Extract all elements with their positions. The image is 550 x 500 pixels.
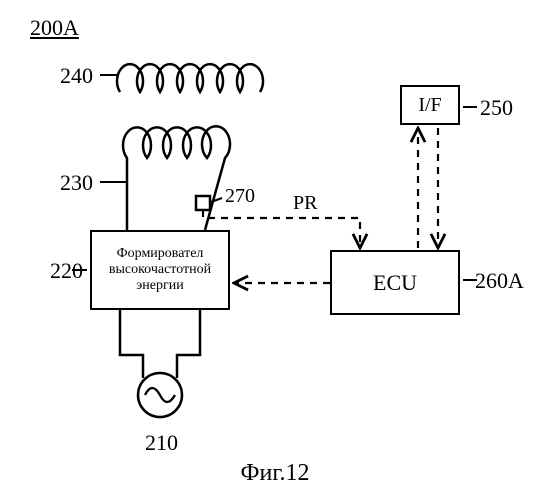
coil-secondary xyxy=(117,64,263,92)
ref-260A: 260A xyxy=(475,268,524,294)
sensor-square xyxy=(196,196,210,210)
ac-source-wires xyxy=(120,310,200,378)
ref-230: 230 xyxy=(60,170,93,196)
block-ecu: ECU xyxy=(330,250,460,315)
signal-pr-label: PR xyxy=(293,192,317,215)
diagram-stage: 200A xyxy=(0,0,550,500)
block-if-label: I/F xyxy=(418,94,441,117)
ref-250: 250 xyxy=(480,95,513,121)
figure-caption: Фиг.12 xyxy=(0,460,550,487)
ac-source xyxy=(138,373,182,417)
block-former-label: Формировател высокочастотной энергии xyxy=(109,246,211,294)
block-ecu-label: ECU xyxy=(373,270,417,296)
signal-ecu-if xyxy=(418,128,438,248)
block-if: I/F xyxy=(400,85,460,125)
ref-210: 210 xyxy=(145,430,178,456)
block-former: Формировател высокочастотной энергии xyxy=(90,230,230,310)
coil-primary xyxy=(123,126,230,230)
ref-220: 220 xyxy=(50,258,83,284)
ref-240: 240 xyxy=(60,63,93,89)
ref-270: 270 xyxy=(225,185,255,208)
